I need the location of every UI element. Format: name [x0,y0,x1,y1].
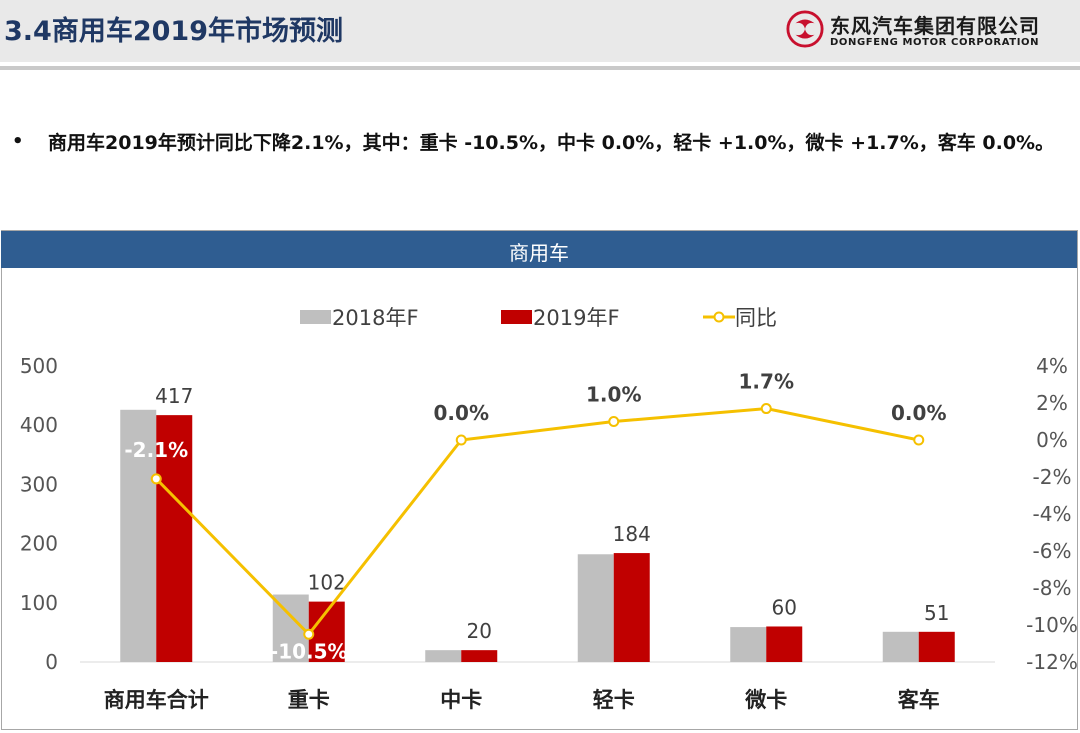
yoy-value-label: 0.0% [434,401,489,425]
right-axis-tick-label: 4% [1036,354,1068,378]
page-title: 3.4商用车2019年市场预测 [4,16,343,47]
category-label: 轻卡 [593,688,635,712]
yoy-value-label: -10.5% [270,639,348,663]
bar-value-label: 102 [308,571,346,595]
header-bar [0,0,1080,62]
legend-label: 同比 [735,306,777,330]
bar-value-label: 20 [467,619,492,643]
bar-2018 [120,409,157,662]
right-axis-tick-label: 0% [1036,428,1068,452]
yoy-point [303,628,315,640]
category-label: 客车 [898,688,940,712]
bar-2019 [613,553,650,662]
legend-swatch [501,310,532,324]
bar-2019 [156,415,193,662]
right-axis-tick-label: -6% [1033,539,1072,563]
left-axis-tick-label: 400 [20,413,58,437]
right-axis-tick-label: 2% [1036,391,1068,415]
yoy-point [608,416,620,427]
bar-value-label: 417 [155,384,193,408]
legend-label: 2019年F [533,306,620,330]
bar-2019 [918,631,955,662]
left-axis-tick-label: 300 [20,472,58,496]
left-axis-tick-label: 100 [20,591,58,615]
left-axis-tick-label: 0 [45,650,58,674]
category-label: 微卡 [744,688,787,712]
company-logo: 东风汽车集团有限公司 DONGFENG MOTOR CORPORATION [786,8,1076,54]
bar-value-label: 60 [772,595,797,619]
yoy-point [760,403,772,415]
chart-title: 商用车 [509,241,569,265]
bar-value-label: 184 [613,522,651,546]
right-axis-tick-label: -12% [1026,650,1078,674]
bar-2018 [882,631,919,662]
yoy-line [155,407,920,637]
yoy-point [913,434,925,446]
bar-value-label: 51 [924,601,949,625]
yoy-value-label: 1.7% [739,370,794,394]
chart-frame [1,230,1078,730]
bar-2018 [730,627,767,662]
dongfeng-logo-icon [786,10,824,48]
header-divider [0,66,1080,70]
bar-2018 [577,554,614,662]
left-axis-tick-label: 500 [20,354,58,378]
right-axis-tick-label: -8% [1033,576,1072,600]
right-axis-tick-label: -2% [1033,465,1072,489]
legend-swatch [300,310,331,324]
right-axis-tick-label: -10% [1026,613,1078,637]
yoy-value-label: 0.0% [891,401,946,425]
logo-chinese-name: 东风汽车集团有限公司 [830,14,1040,38]
chart-title-bar: 商用车 [1,231,1077,268]
summary-text: 商用车2019年预计同比下降2.1%，其中：重卡 -10.5%，中卡 0.0%，… [48,132,1055,154]
logo-english-name: DONGFENG MOTOR CORPORATION [830,37,1040,48]
left-axis-tick-label: 200 [20,532,58,556]
yoy-value-label: 1.0% [586,383,641,407]
yoy-value-label: -2.1% [124,438,188,462]
legend-marker [713,311,725,323]
category-label: 中卡 [440,688,482,712]
bar-2019 [461,650,498,662]
yoy-point [150,473,162,485]
bar-2018 [425,650,462,662]
legend-label: 2018年F [332,306,419,330]
category-label: 商用车合计 [104,688,209,712]
bar-2019 [766,626,803,662]
right-axis-tick-label: -4% [1033,502,1072,526]
category-label: 重卡 [288,688,330,712]
bullet-marker: • [12,131,24,152]
yoy-point [455,434,467,446]
